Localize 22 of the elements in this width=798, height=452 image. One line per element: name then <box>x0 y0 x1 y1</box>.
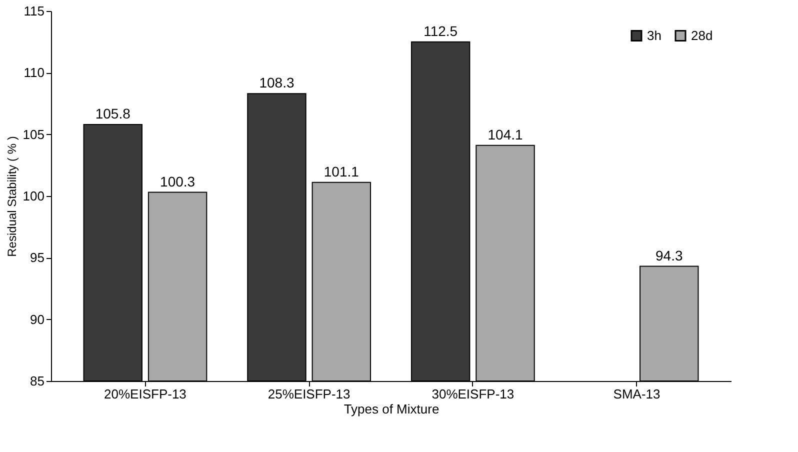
x-tick-label: 20%EISFP-13 <box>104 386 186 402</box>
data-label: 112.5 <box>424 22 458 39</box>
data-label: 100.3 <box>160 173 196 190</box>
data-label: 105.8 <box>95 105 131 122</box>
y-axis-title: Residual Stability ( % ) <box>4 136 19 257</box>
data-label: 101.1 <box>324 163 360 180</box>
data-label: 108.3 <box>259 74 294 91</box>
x-tick-label: 25%EISFP-13 <box>268 386 350 402</box>
y-tick-label: 105 <box>22 126 44 142</box>
data-label: 104.1 <box>488 126 523 142</box>
y-tick-label: 100 <box>22 188 44 204</box>
legend-label: 28d <box>691 28 713 43</box>
y-tick-label: 90 <box>30 312 44 327</box>
data-label: 94.3 <box>656 247 683 264</box>
legend-label: 3h <box>647 28 662 43</box>
x-tick-label: 30%EISFP-13 <box>432 386 514 402</box>
y-tick-label: 115 <box>24 4 44 18</box>
y-tick-label: 95 <box>30 250 44 266</box>
y-tick-label: 85 <box>30 374 44 388</box>
y-tick-label: 110 <box>24 65 44 80</box>
x-axis-title: Types of Mixture <box>344 402 440 416</box>
x-tick-label: SMA-13 <box>613 386 660 402</box>
